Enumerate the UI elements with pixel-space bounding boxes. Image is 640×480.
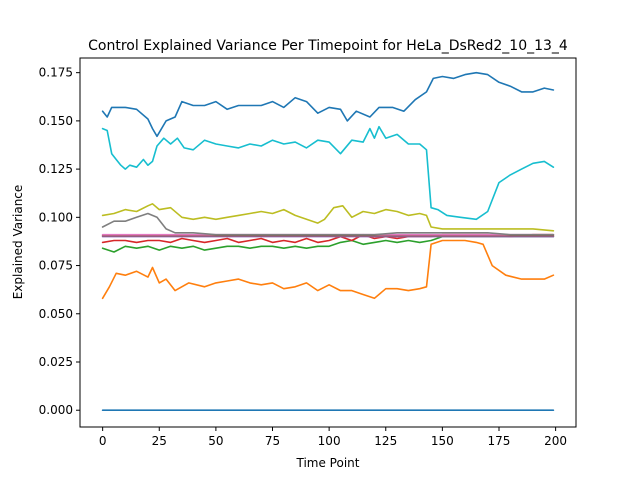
y-tick-label: 0.150 [39, 114, 73, 128]
x-axis-label: Time Point [296, 456, 360, 470]
series-line-10 [101, 125, 555, 221]
x-tick-label: 75 [265, 434, 280, 448]
plot-frame [79, 57, 577, 428]
series-line-8 [101, 212, 555, 236]
x-tick-label: 175 [488, 434, 511, 448]
y-tick-label: 0.125 [39, 162, 73, 176]
y-tick-label: 0.075 [39, 259, 73, 273]
x-tick-label: 200 [544, 434, 567, 448]
y-axis-label: Explained Variance [11, 185, 25, 300]
y-tick-label: 0.000 [39, 403, 73, 417]
series-layer [101, 71, 555, 411]
y-tick-label: 0.100 [39, 210, 73, 224]
x-axis-ticks: 0 25 50 75 100 125 150 175 200 [99, 427, 567, 448]
chart-title: Control Explained Variance Per Timepoint… [88, 38, 568, 54]
y-tick-label: 0.050 [39, 307, 73, 321]
series-line-1 [101, 71, 555, 138]
x-tick-label: 0 [99, 434, 107, 448]
x-tick-label: 125 [374, 434, 397, 448]
y-axis-ticks: 0.000 0.025 0.050 0.075 0.100 0.125 0.150 0.175 [39, 66, 80, 417]
x-tick-label: 50 [208, 434, 223, 448]
series-line-2 [101, 239, 555, 300]
x-tick-label: 100 [318, 434, 341, 448]
series-line-9 [101, 203, 555, 232]
y-tick-label: 0.025 [39, 355, 73, 369]
x-tick-label: 150 [431, 434, 454, 448]
y-tick-label: 0.175 [39, 66, 73, 80]
x-tick-label: 25 [152, 434, 167, 448]
series-line-3 [101, 235, 555, 253]
